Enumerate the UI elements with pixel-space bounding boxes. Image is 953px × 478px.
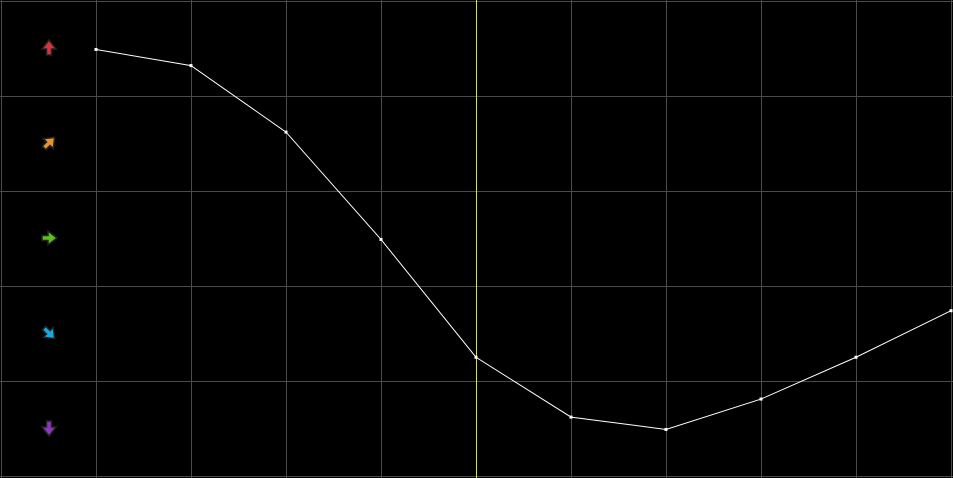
arrow-down-icon <box>40 420 58 438</box>
curve-keyframe-point[interactable] <box>949 309 953 313</box>
arrow-down-icon-shape <box>40 420 58 438</box>
arrow-right-icon-shape <box>41 229 59 247</box>
arrow-down-right-icon-shape <box>41 325 56 340</box>
curve-keyframe-point[interactable] <box>284 130 288 134</box>
curve-keyframe-point[interactable] <box>379 237 383 241</box>
arrow-up-right-icon-shape <box>41 136 56 151</box>
curve-keyframe-point[interactable] <box>474 355 478 359</box>
arrow-up-right-icon <box>41 136 56 151</box>
curve-keyframe-point[interactable] <box>759 397 763 401</box>
curve-keyframe-point[interactable] <box>664 427 668 431</box>
arrow-up-icon <box>40 38 58 56</box>
curve-keyframe-point[interactable] <box>94 47 98 51</box>
arrow-up-icon-shape <box>40 38 58 56</box>
curve-keyframe-point[interactable] <box>189 64 193 68</box>
curve-keyframe-point[interactable] <box>569 415 573 419</box>
curve-line <box>95 48 952 430</box>
curve-keyframe-point[interactable] <box>854 355 858 359</box>
arrow-down-right-icon <box>41 325 56 340</box>
arrow-right-icon <box>41 229 59 247</box>
